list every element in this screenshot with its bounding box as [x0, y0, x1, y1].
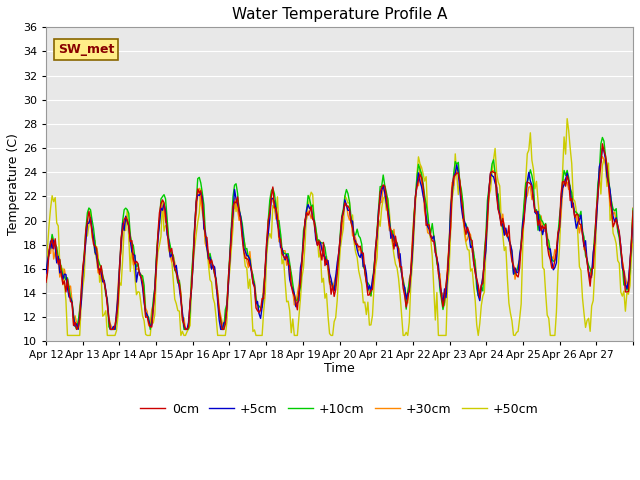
+10cm — [462, 221, 470, 227]
+30cm — [628, 235, 636, 240]
+5cm — [82, 238, 90, 243]
+10cm — [550, 258, 557, 264]
+30cm — [42, 276, 50, 282]
+10cm — [598, 134, 606, 140]
+30cm — [62, 276, 70, 281]
0cm — [628, 240, 636, 245]
0cm — [598, 141, 606, 147]
+10cm — [42, 269, 50, 275]
+10cm — [628, 237, 636, 242]
Title: Water Temperature Profile A: Water Temperature Profile A — [232, 7, 447, 22]
+5cm — [346, 207, 353, 213]
+5cm — [628, 239, 636, 244]
X-axis label: Time: Time — [324, 362, 355, 375]
+50cm — [82, 229, 90, 235]
0cm — [462, 231, 470, 237]
+5cm — [74, 326, 82, 332]
0cm — [346, 206, 353, 212]
+30cm — [629, 205, 637, 211]
+50cm — [629, 237, 637, 242]
0cm — [82, 227, 90, 233]
Line: 0cm: 0cm — [46, 144, 633, 329]
+50cm — [550, 333, 557, 338]
+50cm — [62, 298, 70, 303]
+10cm — [73, 326, 81, 332]
+30cm — [346, 217, 353, 223]
+5cm — [550, 267, 557, 273]
+5cm — [62, 272, 70, 277]
0cm — [550, 265, 557, 271]
+5cm — [629, 215, 637, 220]
+50cm — [63, 333, 71, 338]
0cm — [42, 279, 50, 285]
+30cm — [550, 256, 557, 262]
+5cm — [598, 145, 606, 151]
Line: +50cm: +50cm — [46, 119, 633, 336]
0cm — [629, 208, 637, 214]
+50cm — [563, 116, 571, 121]
+10cm — [82, 227, 90, 232]
Line: +5cm: +5cm — [46, 148, 633, 329]
+30cm — [81, 251, 88, 257]
+10cm — [629, 206, 637, 212]
+50cm — [628, 252, 636, 257]
+30cm — [598, 154, 606, 159]
+50cm — [462, 240, 470, 246]
+5cm — [462, 224, 470, 229]
Text: SW_met: SW_met — [58, 43, 114, 56]
+50cm — [346, 200, 353, 205]
+30cm — [462, 239, 470, 244]
+30cm — [109, 326, 117, 332]
+10cm — [346, 199, 353, 204]
Line: +10cm: +10cm — [46, 137, 633, 329]
Y-axis label: Temperature (C): Temperature (C) — [7, 133, 20, 235]
0cm — [62, 289, 70, 295]
Legend: 0cm, +5cm, +10cm, +30cm, +50cm: 0cm, +5cm, +10cm, +30cm, +50cm — [136, 398, 543, 421]
+50cm — [42, 298, 50, 304]
+5cm — [42, 271, 50, 276]
+10cm — [62, 277, 70, 283]
0cm — [73, 326, 81, 332]
Line: +30cm: +30cm — [46, 156, 633, 329]
